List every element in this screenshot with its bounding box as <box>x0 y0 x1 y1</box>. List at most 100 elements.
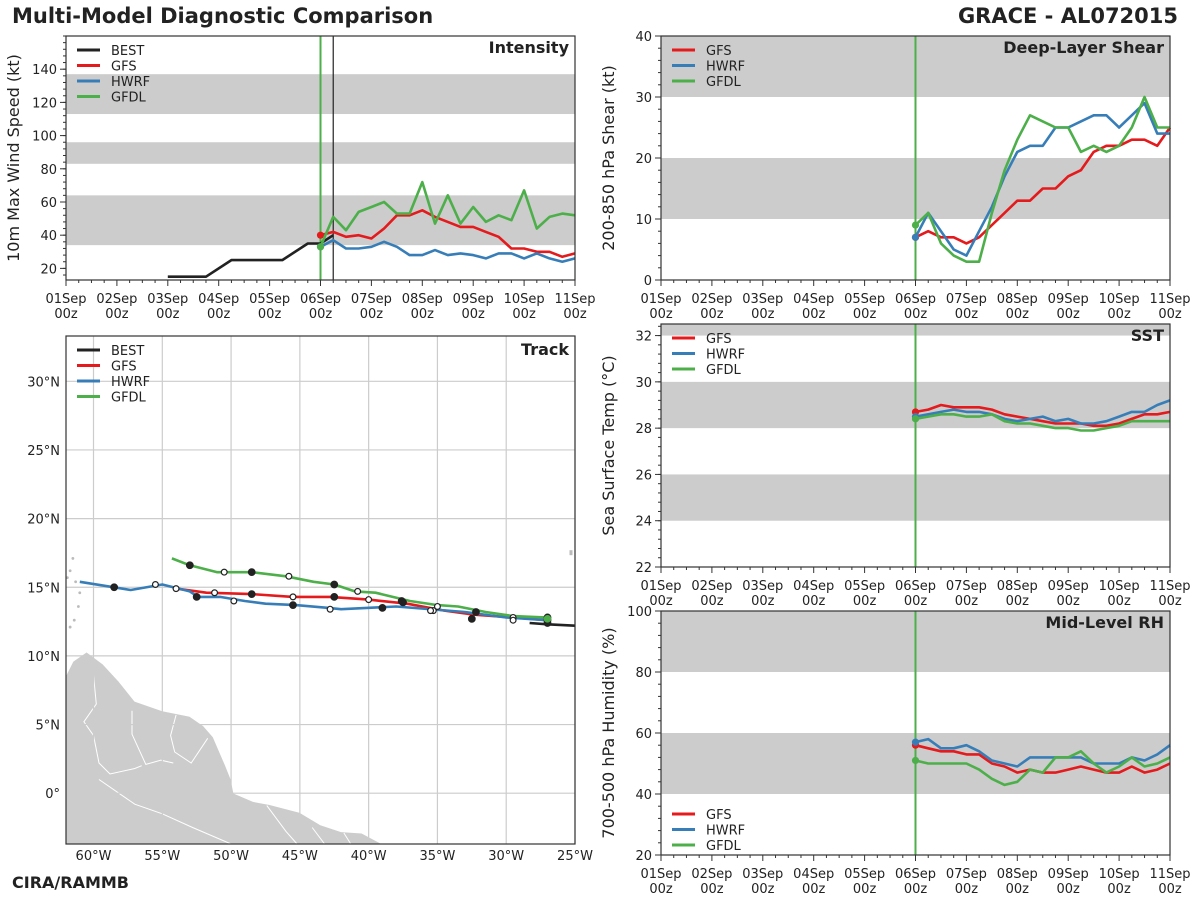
intensity-x-tick-label: 03Sep <box>147 292 188 307</box>
track-marker-gfs <box>330 592 339 601</box>
rh-x-tick-sublabel: 00z <box>802 882 826 897</box>
rh-y-tick-label: 80 <box>635 666 652 681</box>
legend-label-gfdl: GFDL <box>111 391 147 406</box>
shear-start-point-gfdl <box>911 221 920 229</box>
track-marker-gfdl <box>433 602 441 610</box>
rh-x-tick-sublabel: 00z <box>700 882 724 897</box>
rh-y-tick-label: 20 <box>635 849 652 864</box>
sst-y-tick-label: 32 <box>635 330 652 345</box>
rh-x-tick-label: 06Sep <box>895 867 936 882</box>
sst-series-gfdl <box>915 412 1170 432</box>
intensity-panel-title: Intensity <box>489 38 570 57</box>
shear-series-gfdl <box>914 95 1170 264</box>
legend-label-gfdl: GFDL <box>706 839 742 854</box>
track-lat-tick-label: 20°N <box>27 513 60 528</box>
shear-y-tick-label: 10 <box>635 213 652 228</box>
sst-x-tick-sublabel: 00z <box>751 594 775 609</box>
track-lon-tick-label: 50°W <box>213 849 249 864</box>
shear-x-tick-label: 04Sep <box>793 292 834 307</box>
track-axes-frame <box>65 335 576 845</box>
track-path-best <box>529 621 576 627</box>
intensity-x-tick-sublabel: 00z <box>54 307 78 322</box>
track-lon-tick-label: 40°W <box>351 849 387 864</box>
track-marker-gfdl <box>220 568 228 576</box>
rh-x-tick-label: 05Sep <box>844 867 885 882</box>
track-marker-gfdl <box>397 597 406 605</box>
legend-label-best: BEST <box>111 44 144 59</box>
rh-x-tick-sublabel: 00z <box>751 882 775 897</box>
sst-x-tick-label: 10Sep <box>1099 579 1140 594</box>
intensity-series-hwrf <box>319 238 576 264</box>
sst-x-tick-sublabel: 00z <box>904 594 928 609</box>
shear-x-tick-sublabel: 00z <box>751 307 775 322</box>
sst-x-tick-sublabel: 00z <box>1057 594 1081 609</box>
shear-x-tick-label: 09Sep <box>1048 292 1089 307</box>
sst-x-tick-sublabel: 00z <box>853 594 877 609</box>
legend-label-best: BEST <box>111 344 144 359</box>
track-land-south-america <box>65 651 383 845</box>
track-country-border <box>83 675 142 775</box>
legend-label-gfdl: GFDL <box>706 363 742 378</box>
shear-y-tick-label: 0 <box>644 274 652 289</box>
sst-x-tick-label: 05Sep <box>844 579 885 594</box>
shear-x-tick-sublabel: 00z <box>700 307 724 322</box>
track-lon-tick-label: 35°W <box>419 849 455 864</box>
rh-start-point-gfdl <box>911 756 920 765</box>
intensity-x-tick-sublabel: 00z <box>512 307 536 322</box>
shear-x-tick-label: 02Sep <box>691 292 732 307</box>
sst-y-tick-label: 26 <box>635 468 652 483</box>
page-title: Multi-Model Diagnostic Comparison <box>12 4 434 28</box>
intensity-x-tick-sublabel: 00z <box>309 307 333 322</box>
shear-start-point-hwrf <box>911 233 920 241</box>
sst-x-tick-label: 06Sep <box>895 579 936 594</box>
track-country-border <box>266 805 298 845</box>
sst-y-axis-label: Sea Surface Temp (°C) <box>599 355 618 535</box>
shear-x-tick-sublabel: 00z <box>802 307 826 322</box>
sst-axes-frame <box>660 323 1171 568</box>
sst-y-tick-label: 24 <box>635 515 652 530</box>
track-marker-hwrf <box>110 583 119 592</box>
track-island <box>68 625 72 629</box>
shear-x-tick-label: 10Sep <box>1099 292 1140 307</box>
sst-y-tick-label: 28 <box>635 422 652 437</box>
legend-label-gfdl: GFDL <box>706 75 742 90</box>
intensity-start-point-gfs <box>316 231 325 239</box>
legend-label-gfs: GFS <box>111 360 137 375</box>
rh-x-tick-label: 08Sep <box>997 867 1038 882</box>
sst-x-tick-sublabel: 00z <box>802 594 826 609</box>
rh-y-axis-label: 700-500 hPa Humidity (%) <box>599 627 618 838</box>
sst-x-tick-label: 09Sep <box>1048 579 1089 594</box>
track-lon-tick-label: 60°W <box>76 849 112 864</box>
track-marker-hwrf <box>509 616 517 624</box>
shear-x-tick-sublabel: 00z <box>853 307 877 322</box>
rh-axes-frame <box>660 610 1171 856</box>
track-lat-tick-label: 0° <box>45 787 60 802</box>
legend-label-gfdl: GFDL <box>111 91 147 106</box>
intensity-x-tick-label: 10Sep <box>504 292 545 307</box>
shear-y-tick-label: 20 <box>635 152 652 167</box>
intensity-y-tick-label: 60 <box>40 196 57 211</box>
track-island <box>76 605 80 608</box>
intensity-x-tick-label: 08Sep <box>402 292 443 307</box>
intensity-x-tick-label: 04Sep <box>198 292 239 307</box>
intensity-x-tick-sublabel: 00z <box>105 307 129 322</box>
intensity-x-tick-label: 09Sep <box>453 292 494 307</box>
track-lon-tick-label: 45°W <box>282 849 318 864</box>
shear-series-hwrf <box>914 101 1170 257</box>
intensity-series-gfs <box>320 209 576 259</box>
sst-x-tick-label: 07Sep <box>946 579 987 594</box>
intensity-y-tick-label: 100 <box>32 130 57 145</box>
shear-x-tick-sublabel: 00z <box>955 307 979 322</box>
track-marker-hwrf <box>230 597 238 605</box>
rh-y-tick-label: 100 <box>627 605 652 620</box>
intensity-x-tick-label: 06Sep <box>300 292 341 307</box>
shear-x-tick-sublabel: 00z <box>904 307 928 322</box>
intensity-series-best <box>167 234 334 279</box>
rh-x-tick-label: 04Sep <box>793 867 834 882</box>
rh-x-tick-label: 02Sep <box>691 867 732 882</box>
sst-x-tick-sublabel: 00z <box>700 594 724 609</box>
track-marker-gfdl <box>185 561 194 570</box>
rh-x-tick-label: 03Sep <box>742 867 783 882</box>
rh-panel-title: Mid-Level RH <box>1045 613 1164 632</box>
